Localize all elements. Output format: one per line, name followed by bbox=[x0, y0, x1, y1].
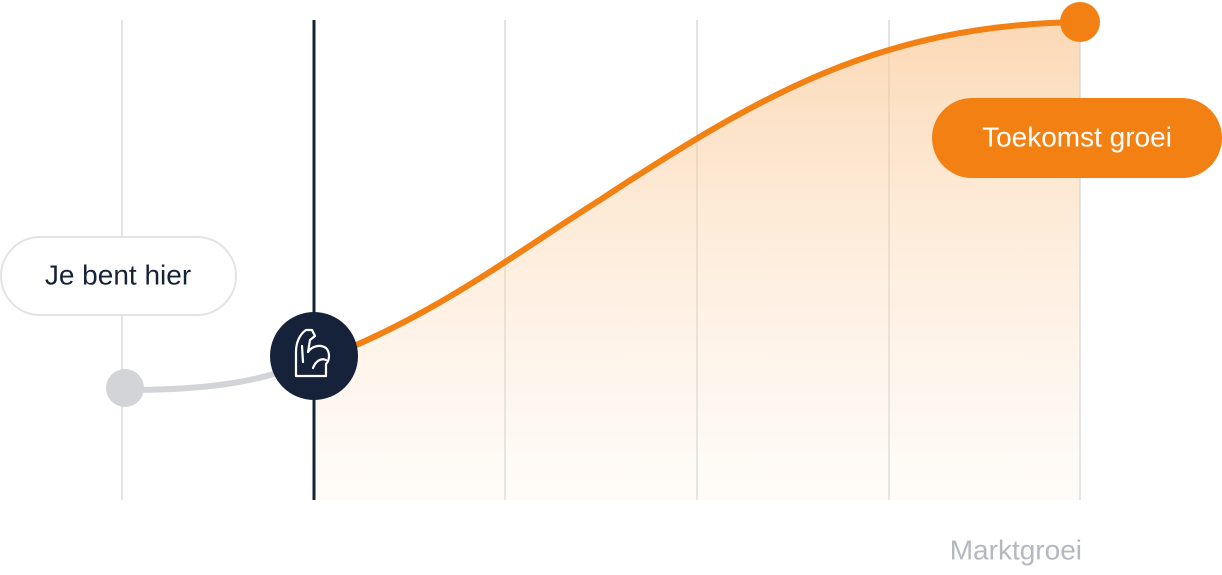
past-dot bbox=[106, 369, 144, 407]
past-curve bbox=[124, 369, 281, 393]
future-label: Toekomst groei bbox=[982, 121, 1172, 152]
current-icon bbox=[270, 312, 358, 400]
axis-label: Marktgroei bbox=[950, 534, 1082, 565]
future-dot bbox=[1060, 2, 1100, 42]
growth-area bbox=[314, 22, 1080, 500]
current-pill bbox=[0, 236, 237, 316]
current-label: Je bent hier bbox=[45, 259, 191, 290]
future-pill bbox=[932, 98, 1222, 178]
growth-curve bbox=[312, 19, 1081, 365]
arm-icon bbox=[294, 328, 331, 378]
